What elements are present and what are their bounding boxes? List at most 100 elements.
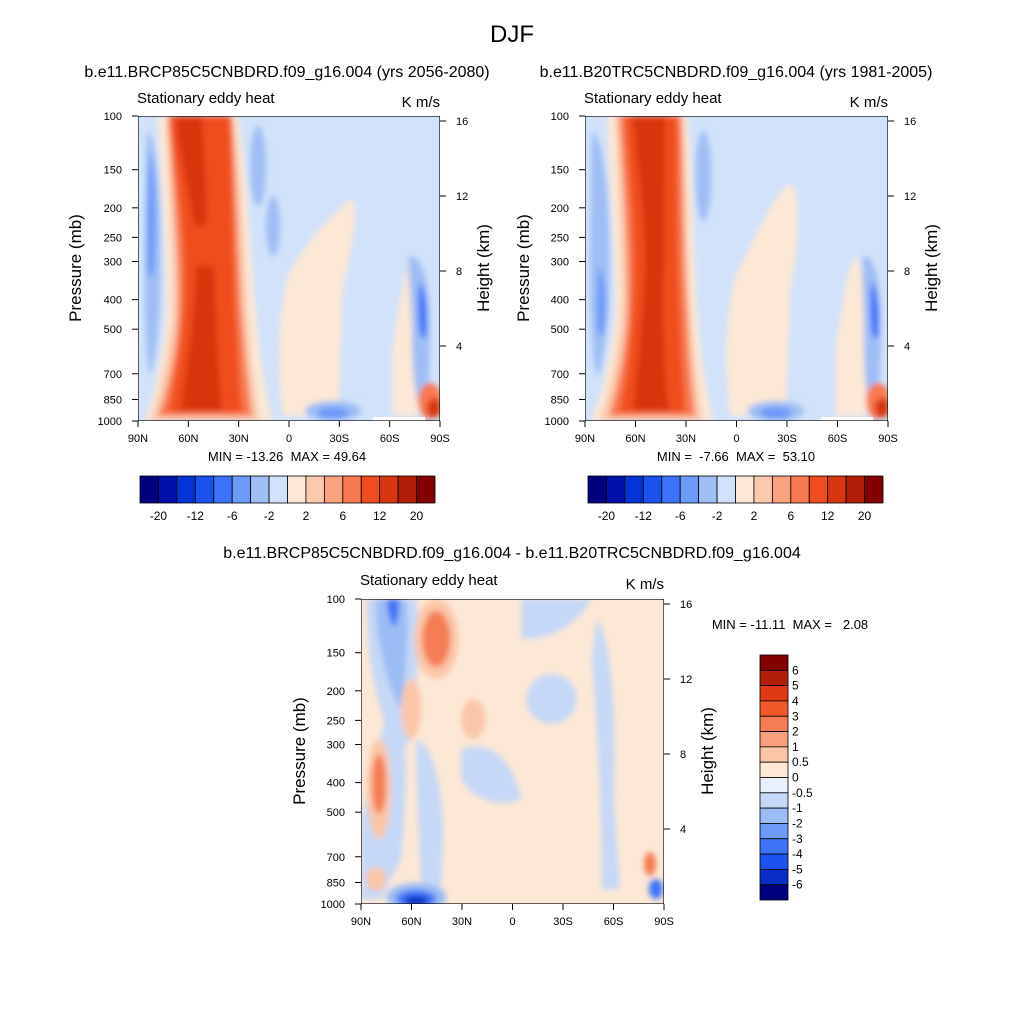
colorbar-swatch: [698, 475, 718, 504]
colorbar-tick-label: 2: [792, 725, 799, 739]
colorbar-tick-label: 6: [792, 663, 799, 677]
y-tick-label: 200: [551, 203, 569, 215]
y-tick-label: 700: [104, 369, 122, 381]
y-ticks: 100 150 200 250 300 400 500 700 850 1000: [545, 111, 585, 428]
colorbar-swatch: [268, 475, 288, 504]
colorbar-tick-label: 12: [373, 509, 387, 523]
y-tick-label: 300: [551, 257, 569, 269]
y-tick-label: 700: [327, 852, 345, 864]
colorbar: -20 -12 -6 -2 2 6 12 20: [587, 475, 884, 523]
tropical-positive: [278, 199, 356, 416]
colorbar-tick-label: 0.5: [792, 755, 809, 769]
colorbar-tick-label: -12: [187, 509, 205, 523]
positive-patch: [461, 699, 486, 739]
y-axis-label-right: Height (km): [474, 224, 493, 312]
y-tick-label: 500: [104, 324, 122, 336]
y-right-tick-label: 12: [680, 674, 692, 686]
y-right-tick-label: 4: [680, 824, 686, 836]
colorbar-swatch: [759, 700, 789, 717]
left-label: Stationary eddy heat: [360, 572, 498, 589]
plot-area: [138, 116, 440, 421]
upper-positive-core: [422, 611, 451, 667]
panel-20tr: b.e11.B20TRC5CNBDRD.f09_g16.004 (yrs 198…: [514, 64, 941, 523]
y-axis-label-right: Height (km): [922, 224, 941, 312]
colorbar-tick-label: 5: [792, 679, 799, 693]
colorbar-tick-label: -3: [792, 832, 803, 846]
min-max-stats: MIN = -11.11 MAX = 2.08: [712, 617, 868, 632]
y-right-tick-label: 4: [456, 341, 462, 353]
negative-column: [416, 739, 444, 889]
y-tick-label: 500: [327, 807, 345, 819]
x-tick-label: 90N: [128, 433, 148, 445]
colorbar-swatch: [250, 475, 270, 504]
y-tick-label: 700: [551, 369, 569, 381]
colorbar-swatch: [864, 475, 884, 504]
colorbar-tick-label: -2: [264, 509, 275, 523]
colorbar-swatch: [342, 475, 362, 504]
colorbar-swatch: [587, 475, 607, 504]
y-tick-label: 100: [327, 594, 345, 606]
y-tick-label: 400: [551, 295, 569, 307]
y-tick-label: 150: [551, 165, 569, 177]
left-label: Stationary eddy heat: [584, 90, 722, 107]
colorbar-swatch: [753, 475, 773, 504]
colorbar-swatch: [759, 746, 789, 763]
colorbar-tick-label: -6: [675, 509, 686, 523]
colorbar-swatch: [176, 475, 196, 504]
y-tick-label: 850: [327, 877, 345, 889]
colorbar-swatch: [771, 475, 792, 504]
colorbar-tick-label: 0: [792, 771, 799, 785]
colorbar-swatch: [759, 823, 789, 840]
colorbar-swatch: [716, 475, 736, 504]
colorbar-tick-label: 2: [751, 509, 758, 523]
low-level-negative-core: [317, 407, 349, 419]
figure-title: DJF: [490, 21, 534, 48]
colorbar-swatch: [231, 475, 252, 504]
panel-title: b.e11.BRCP85C5CNBDRD.f09_g16.004 (yrs 20…: [84, 64, 489, 81]
nh-negative-upper-core: [387, 599, 400, 627]
positive-band-max: [633, 116, 670, 411]
nh-positive-core: [372, 754, 387, 814]
y-tick-label: 400: [327, 778, 345, 790]
x-tick-label: 0: [509, 916, 515, 928]
colorbar-swatch: [827, 475, 847, 504]
colorbar-swatch: [323, 475, 344, 504]
colorbar-swatch: [759, 685, 789, 702]
tropical-positive: [726, 184, 799, 416]
y-tick-label: 250: [104, 232, 122, 244]
negative-core: [597, 266, 606, 337]
x-tick-label: 90S: [654, 916, 674, 928]
colorbar-tick-label: -6: [227, 509, 238, 523]
colorbar-tick-label: 20: [410, 509, 424, 523]
colorbar-tick-label: 6: [339, 509, 346, 523]
antarctic-positive-core: [874, 398, 888, 418]
y-tick-label: 200: [104, 203, 122, 215]
y-tick-label: 850: [551, 394, 569, 406]
colorbar-tick-label: 20: [858, 509, 872, 523]
colorbar-swatch: [305, 475, 325, 504]
nh-positive-low: [366, 867, 387, 891]
units-label: K m/s: [402, 94, 440, 111]
colorbar-swatch: [759, 884, 789, 901]
x-tick-label: 60N: [625, 433, 645, 445]
colorbar-tick-label: -5: [792, 862, 803, 876]
x-tick-label: 60S: [604, 916, 624, 928]
y-tick-label: 850: [104, 394, 122, 406]
y-tick-label: 300: [327, 740, 345, 752]
y-right-tick-label: 12: [456, 191, 468, 203]
y-axis-label: Pressure (mb): [290, 697, 309, 805]
colorbar-swatch: [759, 853, 789, 870]
y-ticks: 100 150 200 250 300 400 500 700 850 1000: [98, 111, 138, 428]
upper-negative-band: [521, 599, 592, 639]
units-label: K m/s: [850, 94, 888, 111]
y-tick-label: 500: [551, 324, 569, 336]
y-axis-label: Pressure (mb): [66, 214, 85, 322]
y-right-tick-label: 16: [904, 116, 916, 128]
antarctic-positive-core: [427, 398, 440, 418]
x-tick-label: 90N: [575, 433, 595, 445]
panel-title: b.e11.BRCP85C5CNBDRD.f09_g16.004 - b.e11…: [223, 545, 801, 562]
units-label: K m/s: [626, 576, 664, 593]
x-tick-label: 60N: [178, 433, 198, 445]
colorbar-swatch: [759, 777, 789, 794]
